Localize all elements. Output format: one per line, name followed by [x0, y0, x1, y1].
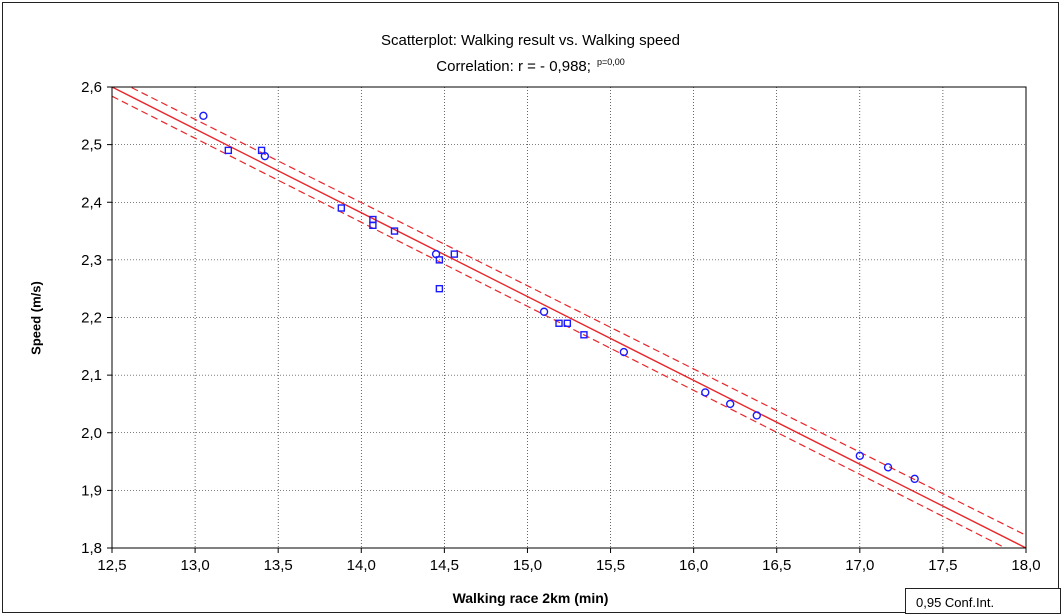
data-point [390, 227, 399, 235]
x-axis-label: Walking race 2km (min) [452, 590, 609, 606]
y-tick-label: 2,2 [81, 310, 102, 327]
data-point [701, 388, 710, 397]
x-tick-label: 13,0 [180, 557, 209, 574]
x-tick-label: 18,0 [1011, 557, 1040, 574]
conf-upper-line [129, 87, 1026, 536]
data-point [450, 250, 459, 258]
data-point [619, 347, 629, 357]
legend: 0,95 Conf.Int. [905, 588, 1061, 614]
x-tick-label: 16,0 [679, 557, 708, 574]
data-point [257, 146, 266, 155]
y-tick-label: 2,3 [81, 252, 102, 269]
y-tick-label: 2,1 [81, 367, 102, 384]
data-point [725, 399, 735, 409]
regression-line-group [112, 87, 1026, 548]
chart-subtitle: Correlation: r = - 0,988; p=0,00 [0, 57, 1061, 75]
conf-lower-line [112, 95, 1007, 548]
y-tick-label: 2,5 [81, 137, 102, 154]
x-tick-label: 12,5 [97, 557, 126, 574]
data-point [563, 319, 572, 327]
y-axis-ticks: 1,8 1,9 2,0 2,1 2,2 2,3 2,4 2,5 2,6 [81, 79, 112, 557]
x-tick-label: 13,5 [264, 557, 293, 574]
data-point [435, 256, 444, 264]
chart-title: Scatterplot: Walking result vs. Walking … [380, 32, 680, 49]
regression-line [112, 87, 1026, 548]
y-tick-label: 2,6 [81, 79, 102, 96]
x-tick-label: 16,5 [762, 557, 791, 574]
data-point [855, 451, 865, 460]
p-value-label: p=0,00 [596, 57, 625, 67]
y-tick-label: 2,0 [81, 425, 102, 442]
x-tick-label: 14,0 [347, 557, 376, 574]
legend-label: 0,95 Conf.Int. [916, 595, 995, 610]
x-tick-label: 15,5 [596, 557, 625, 574]
data-point [224, 146, 233, 155]
x-tick-label: 17,0 [845, 557, 874, 574]
x-tick-label: 14,5 [430, 557, 459, 574]
y-tick-label: 2,4 [81, 194, 102, 211]
data-point [555, 319, 563, 327]
data-points [199, 111, 919, 484]
x-tick-label: 17,5 [928, 557, 957, 574]
data-point [883, 463, 893, 472]
data-point [752, 411, 761, 420]
x-tick-label: 15,0 [513, 557, 542, 574]
y-tick-label: 1,8 [81, 540, 102, 557]
data-point [369, 221, 377, 230]
x-axis-ticks: 12,5 13,0 13,5 14,0 14,5 15,0 15,5 16,0 16,5 17,0… [97, 548, 1041, 574]
correlation-text: Correlation: r = - 0,988; [436, 58, 591, 75]
y-axis-label: Speed (m/s) [28, 281, 44, 355]
y-tick-label: 1,9 [81, 482, 102, 499]
data-point [435, 284, 444, 293]
data-point [199, 111, 208, 121]
data-point [337, 204, 346, 212]
data-point [580, 331, 588, 339]
data-point [910, 474, 919, 484]
data-point [539, 307, 549, 316]
